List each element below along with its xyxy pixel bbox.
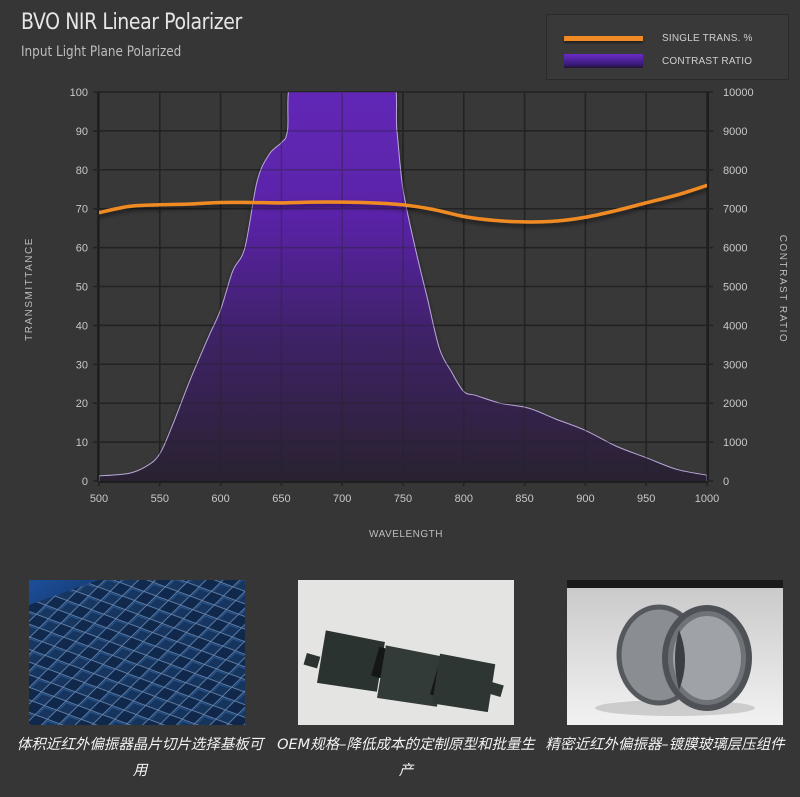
product-caption: 精密近红外偏振器–镀膜玻璃层压组件: [545, 737, 785, 753]
y-left-tick-label: 30: [76, 359, 88, 371]
x-tick-label: 800: [455, 493, 473, 505]
legend-label: CONTRAST RATIO: [662, 55, 753, 67]
x-tick-label: 500: [90, 493, 108, 505]
single-trans-line: [99, 183, 707, 224]
y-left-tick-label: 10: [76, 437, 88, 449]
x-tick-label: 750: [394, 493, 412, 505]
y-left-tick-label: 0: [82, 476, 88, 488]
y-right-tick-label: 6000: [723, 243, 747, 255]
contrast-ratio-area: [99, 92, 707, 481]
y-left-axis-ticks: 0 10 20 30 40 50 60 70 80 90 100: [70, 87, 99, 488]
dark-film-pieces-photo: [298, 580, 514, 725]
y-left-tick-label: 100: [70, 87, 88, 99]
round-polarizer-lenses-photo: [567, 580, 783, 725]
legend-item-contrast-ratio[interactable]: CONTRAST RATIO: [564, 51, 752, 71]
y-right-tick-label: 8000: [723, 165, 747, 177]
y-right-tick-label: 3000: [723, 359, 747, 371]
x-tick-label: 700: [333, 493, 351, 505]
y-left-tick-label: 50: [76, 282, 88, 294]
y-left-tick-label: 90: [76, 126, 88, 138]
y-right-tick-label: 1000: [723, 437, 747, 449]
x-tick-label: 650: [272, 493, 290, 505]
product-caption: OEM规格–降低成本的定制原型和批量生产: [277, 737, 535, 779]
y-right-tick-label: 9000: [723, 126, 747, 138]
y-right-tick-label: 2000: [723, 398, 747, 410]
x-tick-label: 600: [211, 493, 229, 505]
x-tick-label: 900: [576, 493, 594, 505]
y-left-tick-label: 60: [76, 243, 88, 255]
y-right-tick-label: 4000: [723, 320, 747, 332]
y-left-tick-label: 20: [76, 398, 88, 410]
x-tick-label: 850: [515, 493, 533, 505]
film-pieces-image-icon: [298, 580, 514, 725]
lenses-image-icon: [567, 580, 783, 725]
y-right-axis-ticks: 0 1000 2000 3000 4000 5000 6000 7000 8000 9000 100…: [707, 87, 754, 488]
x-tick-label: 950: [637, 493, 655, 505]
y-right-tick-label: 0: [723, 476, 729, 488]
product-gallery: 体积近红外偏振器晶片切片选择基板可用 OEM规格–: [0, 580, 800, 797]
y-right-tick-label: 7000: [723, 204, 747, 216]
legend-label: SINGLE TRANS. %: [662, 32, 753, 44]
legend-item-single-trans[interactable]: SINGLE TRANS. %: [564, 28, 753, 48]
y-left-tick-label: 80: [76, 165, 88, 177]
chart-subtitle: Input Light Plane Polarized: [21, 44, 182, 60]
orange-line-swatch-icon: [564, 35, 643, 41]
product-caption: 体积近红外偏振器晶片切片选择基板可用: [16, 737, 264, 779]
y-right-tick-label: 5000: [723, 282, 747, 294]
chart-legend: SINGLE TRANS. % CONTRAST RATIO: [546, 14, 789, 80]
x-axis-title: WAVELENGTH: [369, 529, 443, 540]
x-axis-ticks: 500 550 600 650 700 750 800 850 900 950 1000: [90, 481, 719, 505]
y-left-tick-label: 40: [76, 320, 88, 332]
chart-title: BVO NIR Linear Polarizer: [21, 10, 242, 35]
y-left-tick-label: 70: [76, 204, 88, 216]
purple-area-swatch-icon: [564, 54, 643, 68]
y-left-axis-title: TRANSMITTANCE: [24, 237, 35, 341]
blue-grid-wafer-photo: [29, 580, 245, 725]
x-tick-label: 1000: [695, 493, 719, 505]
wafer-image-icon: [29, 580, 245, 725]
y-right-axis-title: CONTRAST RATIO: [777, 235, 788, 343]
y-right-tick-label: 10000: [723, 87, 754, 99]
x-tick-label: 550: [151, 493, 169, 505]
chart-plot: 500 550 600 650 700 750 800 850 900 950 1000 01020…: [24, 87, 788, 540]
